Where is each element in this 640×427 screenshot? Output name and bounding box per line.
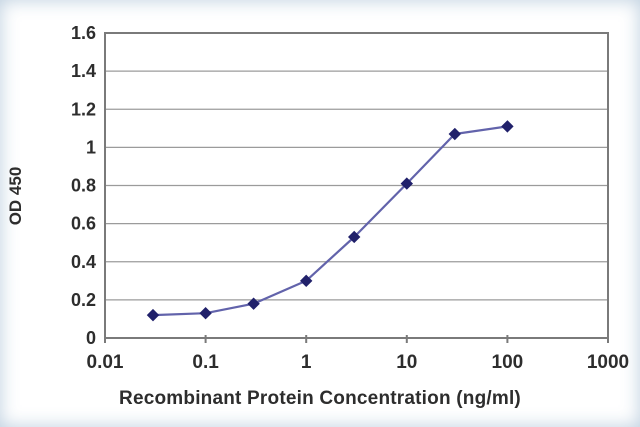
data-point-marker [347, 230, 361, 244]
x-tick-label: 100 [492, 352, 524, 373]
y-axis-label: OD 450 [6, 166, 25, 226]
y-tick-label: 0.6 [71, 214, 96, 234]
data-line [152, 125, 508, 317]
data-point-marker [247, 297, 260, 310]
plot-frame [104, 32, 609, 339]
y-tick-label: 0.2 [71, 290, 96, 310]
x-tick-label: 10 [396, 352, 417, 373]
y-tick-label: 0 [86, 328, 96, 348]
x-tick-label: 0.1 [192, 352, 219, 373]
y-tick-label: 0.8 [71, 176, 96, 196]
x-tick-label: 0.01 [87, 352, 124, 373]
y-tick-label: 1 [86, 137, 96, 157]
x-tick-label: 1000 [587, 352, 629, 373]
data-point-marker [501, 120, 514, 133]
y-tick-label: 1.2 [71, 99, 96, 119]
x-tick-label: 1 [301, 352, 312, 373]
y-tick-label: 1.6 [71, 23, 96, 43]
data-point-marker [199, 307, 212, 320]
data-point-marker [400, 177, 414, 190]
data-point-marker [299, 274, 313, 288]
x-axis-label: Recombinant Protein Concentration (ng/ml… [119, 388, 521, 409]
y-tick-label: 1.4 [71, 61, 96, 81]
y-tick-label: 0.4 [71, 252, 96, 272]
data-point-marker [448, 127, 462, 141]
data-point-marker [146, 308, 160, 322]
